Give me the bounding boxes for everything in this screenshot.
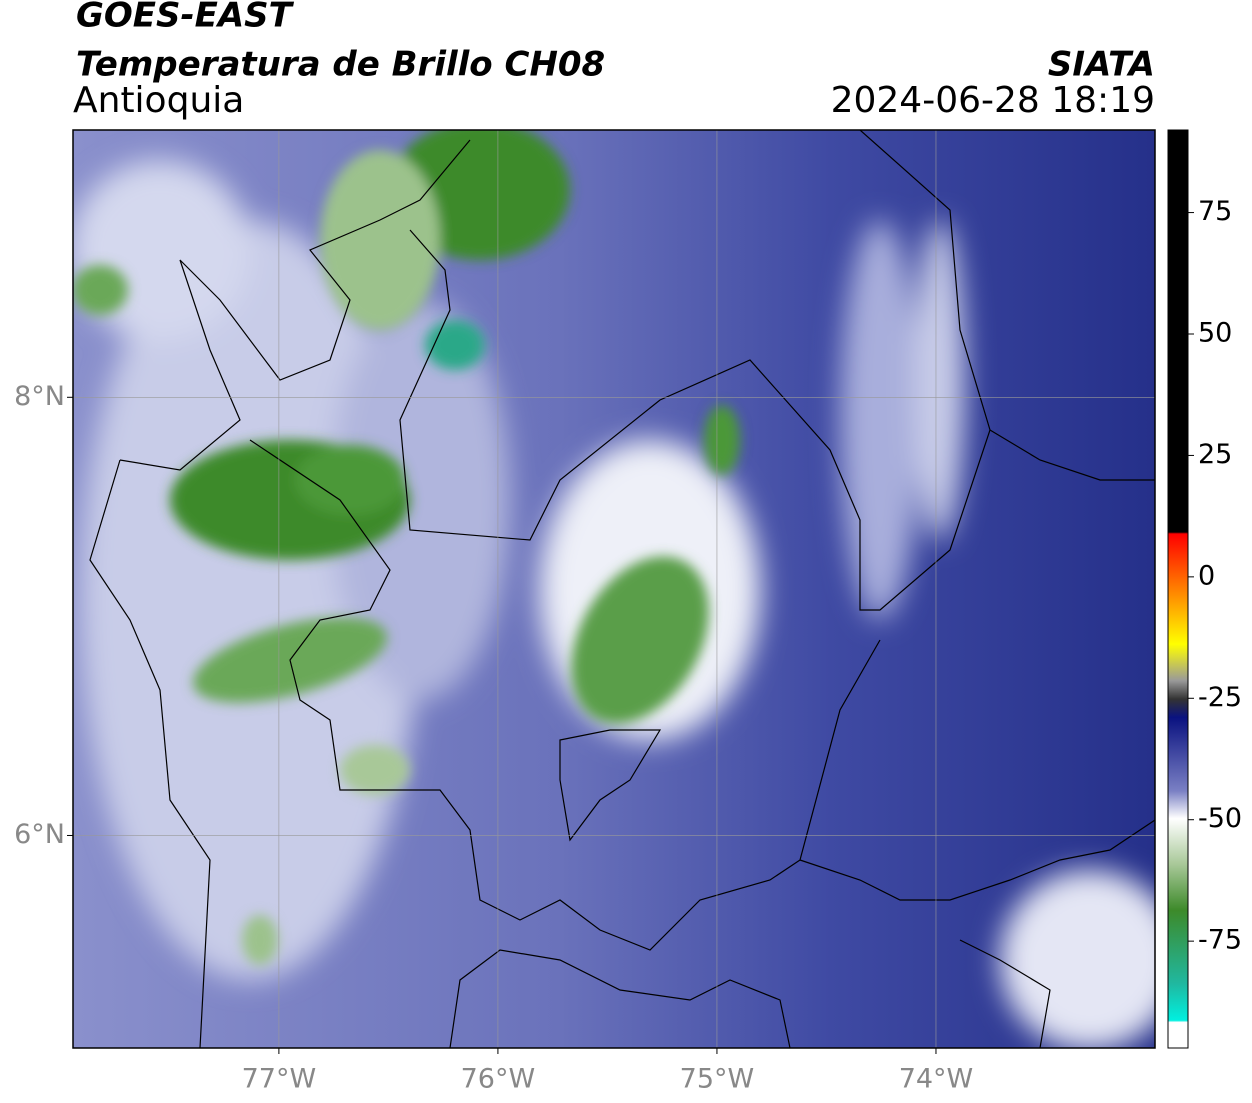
datetime: 2024-06-28 18:19 xyxy=(831,80,1155,121)
colorbar-tick-label: 0 xyxy=(1198,560,1215,591)
map-frame xyxy=(72,129,1156,1049)
source: SIATA xyxy=(1048,45,1155,85)
colorbar-tick-label: 75 xyxy=(1198,196,1232,227)
region: Antioquia xyxy=(73,80,244,121)
colorbar xyxy=(1167,129,1189,1049)
subtitle: Temperatura de Brillo CH08 xyxy=(76,45,605,85)
colorbar-tick-label: -75 xyxy=(1198,925,1242,956)
x-tick-label: 77°W xyxy=(242,1064,317,1095)
colorbar-tick-label: 25 xyxy=(1198,439,1232,470)
colorbar-tick-label: -25 xyxy=(1198,682,1242,713)
title: GOES-EAST xyxy=(76,0,295,36)
y-tick-label: 6°N xyxy=(14,819,65,850)
x-tick-label: 74°W xyxy=(899,1064,974,1095)
x-tick-label: 75°W xyxy=(680,1064,755,1095)
graticule xyxy=(73,130,1155,1048)
x-tick-label: 76°W xyxy=(461,1064,536,1095)
y-tick-label: 8°N xyxy=(14,381,65,412)
imagery xyxy=(73,130,1155,1048)
colorbar-tick-label: 50 xyxy=(1198,318,1232,349)
colorbar-tick-label: -50 xyxy=(1198,803,1242,834)
